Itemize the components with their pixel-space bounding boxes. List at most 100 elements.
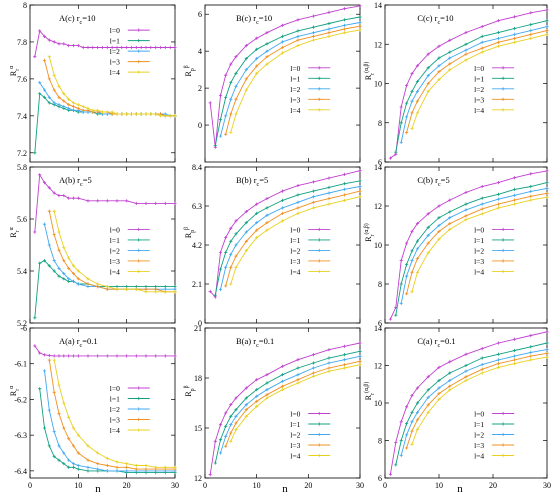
series-line bbox=[34, 260, 175, 318]
data-point bbox=[120, 45, 124, 50]
data-point bbox=[448, 198, 452, 202]
data-point bbox=[125, 199, 129, 203]
data-point bbox=[448, 360, 452, 364]
data-point bbox=[410, 290, 414, 294]
data-point bbox=[448, 371, 452, 375]
data-point bbox=[296, 38, 300, 42]
data-point bbox=[280, 45, 285, 50]
plot-frame bbox=[29, 166, 176, 324]
legend: l=0l=1l=2l=3l=4 bbox=[290, 410, 331, 461]
data-point bbox=[480, 196, 484, 200]
data-point bbox=[71, 272, 76, 276]
data-point bbox=[255, 404, 259, 408]
data-point bbox=[62, 451, 66, 455]
legend-marker bbox=[137, 269, 141, 273]
y-tick-label: 10 bbox=[374, 399, 382, 408]
data-point bbox=[62, 246, 66, 250]
data-point bbox=[47, 95, 51, 99]
data-point bbox=[342, 31, 347, 35]
data-point bbox=[71, 108, 76, 112]
data-point bbox=[513, 358, 517, 362]
data-point bbox=[342, 193, 347, 197]
data-point bbox=[410, 410, 414, 414]
data-point bbox=[149, 45, 153, 50]
data-point bbox=[529, 333, 533, 338]
data-point bbox=[144, 45, 148, 50]
data-point bbox=[410, 249, 414, 253]
legend-label: l=1 bbox=[110, 236, 120, 245]
series-l4 bbox=[47, 55, 177, 118]
data-point bbox=[415, 247, 419, 251]
data-point bbox=[255, 202, 259, 206]
data-point bbox=[437, 44, 441, 48]
data-point bbox=[57, 230, 61, 234]
data-point bbox=[154, 354, 158, 358]
data-point bbox=[129, 112, 134, 116]
data-point bbox=[437, 64, 441, 68]
data-point bbox=[224, 132, 228, 136]
data-point bbox=[311, 195, 316, 199]
legend-label: l=3 bbox=[110, 257, 120, 266]
data-point bbox=[426, 52, 430, 56]
data-point bbox=[154, 112, 158, 116]
legend: l=0l=1l=2l=3l=4 bbox=[474, 225, 515, 276]
data-point bbox=[405, 292, 409, 296]
legend-marker bbox=[137, 49, 141, 53]
data-point bbox=[255, 378, 259, 382]
data-point bbox=[545, 195, 549, 199]
panel-title: B(a) rc=0.1 bbox=[236, 336, 274, 349]
data-point bbox=[255, 236, 259, 240]
y-axis-label-text: Rr(α,β) bbox=[363, 382, 376, 401]
legend-label: l=1 bbox=[290, 74, 300, 83]
data-point bbox=[545, 186, 549, 190]
y-axis-label: Rr(α,β) bbox=[363, 223, 376, 242]
data-point bbox=[71, 444, 76, 448]
y-tick-label: -6.3 bbox=[14, 431, 27, 440]
data-point bbox=[410, 89, 414, 93]
data-point bbox=[244, 77, 248, 81]
y-tick-label: 14 bbox=[374, 163, 382, 172]
data-point bbox=[529, 172, 533, 176]
data-point bbox=[105, 110, 109, 114]
plot-frame bbox=[204, 327, 361, 479]
data-point bbox=[311, 31, 316, 35]
x-tick-label: 10 bbox=[74, 481, 82, 490]
data-point bbox=[67, 106, 71, 110]
data-point bbox=[496, 341, 500, 345]
data-point bbox=[480, 212, 484, 216]
data-point bbox=[234, 112, 238, 116]
data-point bbox=[296, 366, 300, 370]
data-point bbox=[426, 225, 430, 229]
data-point bbox=[224, 265, 228, 269]
data-point bbox=[342, 172, 347, 176]
legend-marker bbox=[317, 411, 321, 416]
data-point bbox=[358, 359, 362, 363]
data-point bbox=[62, 92, 66, 96]
data-point bbox=[280, 189, 285, 193]
legend-marker bbox=[137, 70, 141, 74]
data-point bbox=[62, 42, 66, 46]
data-point bbox=[67, 354, 71, 358]
series-l2 bbox=[399, 348, 549, 458]
legend-marker bbox=[501, 76, 505, 80]
data-point bbox=[33, 316, 37, 320]
data-point bbox=[255, 399, 259, 403]
data-point bbox=[62, 194, 66, 198]
data-point bbox=[464, 214, 468, 218]
data-point bbox=[86, 106, 90, 110]
data-point bbox=[496, 362, 500, 366]
data-point bbox=[76, 354, 80, 358]
data-point bbox=[38, 351, 42, 355]
y-tick-label: 6 bbox=[198, 10, 202, 19]
data-point bbox=[448, 227, 452, 231]
legend-label: l=1 bbox=[110, 395, 120, 404]
data-point bbox=[52, 358, 56, 362]
data-point bbox=[496, 206, 500, 210]
data-point bbox=[125, 354, 129, 358]
data-point bbox=[52, 354, 56, 358]
data-point bbox=[67, 437, 71, 441]
data-point bbox=[42, 426, 47, 430]
data-point bbox=[71, 462, 76, 466]
data-point bbox=[173, 465, 177, 469]
